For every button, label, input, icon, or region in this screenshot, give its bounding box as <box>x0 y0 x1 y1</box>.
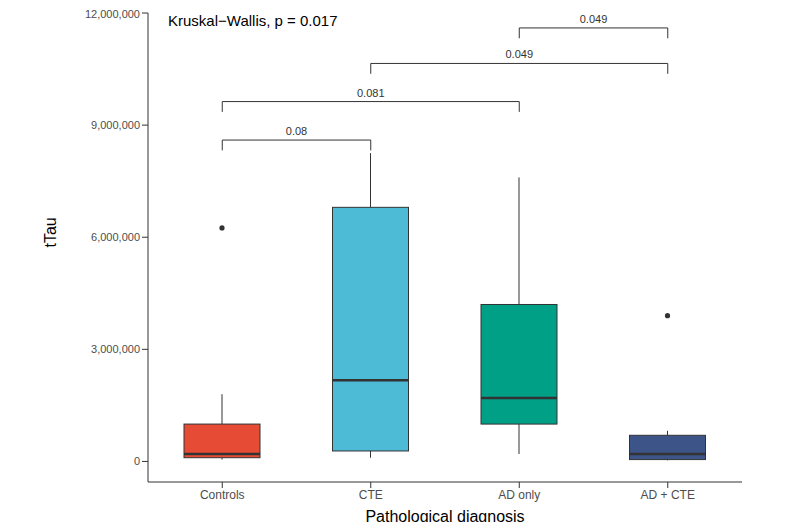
svg-text:0.081: 0.081 <box>357 87 385 99</box>
svg-text:0.049: 0.049 <box>505 48 533 60</box>
svg-text:AD + CTE: AD + CTE <box>641 488 695 502</box>
svg-text:AD only: AD only <box>498 488 540 502</box>
svg-text:12,000,000: 12,000,000 <box>85 8 140 20</box>
svg-text:0.049: 0.049 <box>580 13 608 25</box>
svg-text:tTau: tTau <box>42 217 59 247</box>
svg-text:3,000,000: 3,000,000 <box>91 343 140 355</box>
svg-text:CTE: CTE <box>359 488 383 502</box>
svg-text:Pathological diagnosis: Pathological diagnosis <box>365 508 524 522</box>
svg-text:0.08: 0.08 <box>286 125 307 137</box>
svg-text:9,000,000: 9,000,000 <box>91 119 140 131</box>
svg-text:6,000,000: 6,000,000 <box>91 231 140 243</box>
svg-text:0: 0 <box>134 455 140 467</box>
svg-text:Controls: Controls <box>200 488 245 502</box>
html-text:Kruskal−Wallis, p = 0.017: Kruskal−Wallis, p = 0.017 <box>168 12 338 29</box>
